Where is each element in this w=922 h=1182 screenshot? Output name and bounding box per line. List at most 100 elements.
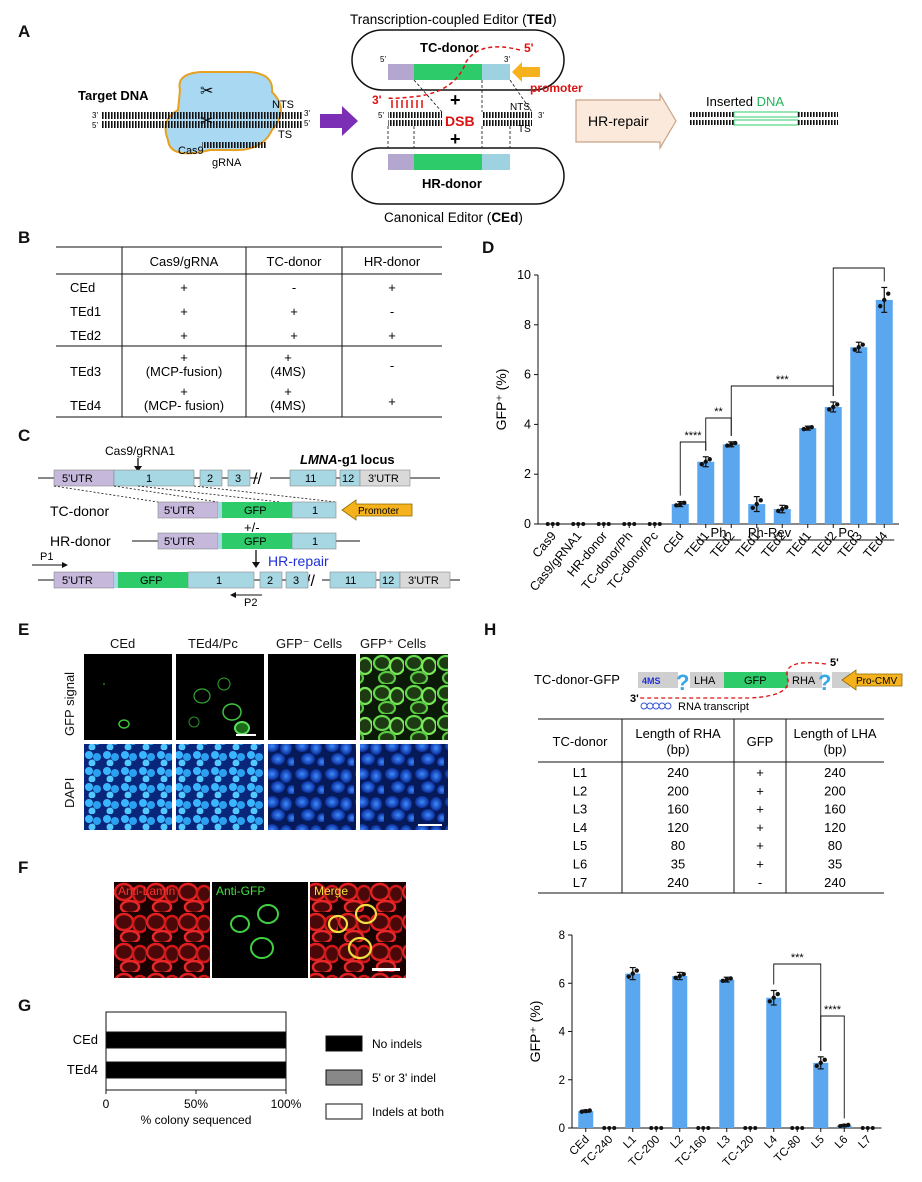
h-row-rha: 200 (667, 783, 689, 798)
data-point (647, 522, 652, 526)
a-inserted-dna-label: Inserted DNA (706, 94, 784, 109)
e-col-ced: CEd (110, 636, 136, 651)
g-legend-swatch (325, 1035, 363, 1052)
g-category-label: CEd (73, 1032, 98, 1047)
data-point (696, 1126, 701, 1130)
h-row-name: L2 (573, 783, 587, 798)
svg-text:3': 3' (372, 93, 382, 107)
panel-f-images (114, 882, 406, 978)
g-legend-label: Indels at both (372, 1105, 444, 1119)
svg-text:-: - (390, 358, 394, 373)
svg-text:Promoter: Promoter (358, 506, 400, 517)
a-rna-dashed (387, 46, 521, 99)
e-img-ced-dapi (84, 744, 172, 830)
y-tick-label: 4 (559, 1027, 566, 1039)
x-tick-label: TEd1 (682, 529, 712, 561)
svg-text:+: + (180, 384, 188, 399)
h-row-rha: 80 (671, 838, 685, 853)
cut-arrow-icon (134, 466, 142, 472)
data-point (776, 508, 781, 514)
svg-text:+: + (180, 350, 188, 365)
svg-text://: // (306, 573, 315, 590)
h-row-lha: 160 (824, 802, 846, 817)
panel-label-c: C (18, 426, 31, 445)
svg-text:NTS: NTS (510, 102, 530, 113)
significance-label: *** (776, 374, 790, 386)
panel-label-g: G (18, 996, 32, 1015)
h-row-gfp: - (758, 875, 762, 890)
bar (799, 428, 817, 524)
svg-text:5'UTR: 5'UTR (164, 536, 195, 548)
bar (697, 461, 715, 524)
data-point (733, 440, 738, 446)
data-point (775, 991, 780, 997)
f-label-gfp: Anti-GFP (216, 884, 266, 898)
svg-text:-: - (292, 280, 296, 295)
a-nts: NTS (272, 99, 294, 111)
e-row-gfp: GFP signal (62, 671, 77, 736)
a-purple-arrow-icon (320, 106, 358, 136)
a-cas9-label: Cas9 (178, 145, 204, 157)
f-img-gfp (212, 882, 308, 978)
y-tick-label: 8 (559, 930, 565, 942)
data-point (805, 425, 810, 431)
svg-text:promoter: promoter (530, 81, 583, 95)
significance-label: **** (824, 1004, 842, 1016)
panel-e-images (84, 654, 448, 830)
h-promoter-arrow-icon (841, 669, 903, 691)
svg-text:(bp): (bp) (823, 742, 846, 757)
data-point (827, 407, 832, 412)
svg-text:5': 5' (92, 121, 98, 130)
svg-text:GFP: GFP (244, 536, 267, 548)
a-hr-repair-arrow (575, 91, 677, 151)
data-point (606, 522, 611, 526)
svg-text:5': 5' (830, 657, 839, 669)
data-point (852, 347, 857, 352)
h-row-gfp: + (756, 802, 764, 817)
bar (722, 444, 740, 524)
g-xlabel: % colony sequenced (141, 1113, 252, 1127)
svg-text:TC-donor: TC-donor (420, 40, 478, 55)
data-point (860, 1126, 865, 1130)
x-tick-label: L2 (668, 1134, 686, 1152)
svg-text:P2: P2 (244, 597, 257, 609)
y-tick-label: 4 (524, 417, 531, 431)
svg-text:+: + (388, 280, 396, 295)
data-point (728, 976, 733, 981)
h-row-rha: 240 (667, 875, 689, 890)
svg-text:TEd4: TEd4 (70, 398, 101, 413)
svg-text:Pro-CMV: Pro-CMV (856, 676, 897, 687)
h-row-rha: 120 (667, 820, 689, 835)
bar (850, 347, 868, 524)
data-point (818, 1060, 823, 1066)
data-point (677, 973, 682, 979)
panel-label-f: F (18, 858, 29, 877)
svg-text:+: + (284, 384, 292, 399)
panel-label-b: B (18, 228, 31, 247)
data-point (784, 504, 789, 510)
h-row-lha: 35 (828, 857, 842, 872)
data-point (790, 1126, 795, 1130)
svg-text:1: 1 (312, 505, 318, 517)
svg-text:+: + (450, 90, 461, 110)
significance-bracket (730, 385, 834, 436)
b-header-tc: TC-donor (267, 254, 323, 269)
svg-text:+/-: +/- (244, 520, 260, 535)
g-category-label: TEd4 (67, 1062, 98, 1077)
f-img-lamin (114, 882, 210, 978)
svg-text:12: 12 (342, 473, 354, 485)
svg-text:TC-donor: TC-donor (553, 734, 609, 749)
svg-text:CEd: CEd (70, 280, 95, 295)
h-row-lha: 240 (824, 765, 846, 780)
svg-text:3': 3' (92, 111, 98, 120)
data-point (846, 1122, 851, 1128)
x-tick-label: L6 (833, 1134, 851, 1152)
data-point (626, 974, 631, 979)
x-tick-label: TEd2 (810, 529, 840, 561)
svg-text:3: 3 (293, 575, 299, 587)
svg-text:RNA transcript: RNA transcript (678, 701, 749, 713)
y-tick-label: 0 (559, 1123, 565, 1135)
g-legend-swatch (325, 1103, 363, 1120)
g-tick-label: 0 (103, 1097, 110, 1111)
